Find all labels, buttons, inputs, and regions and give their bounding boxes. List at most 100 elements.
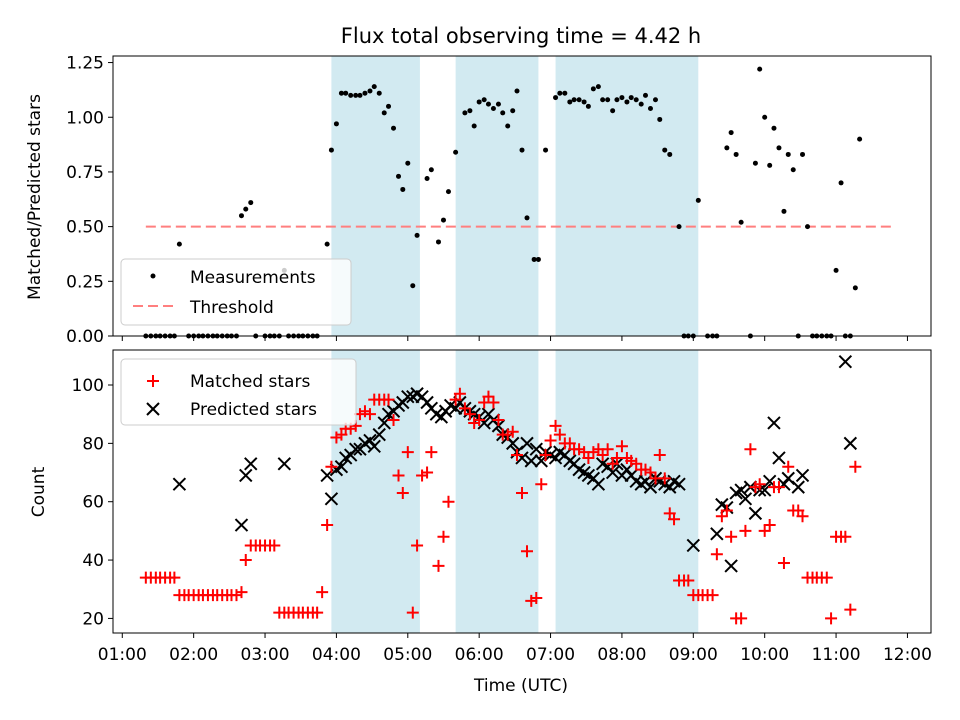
measurement-point [752, 160, 758, 166]
measurement-point [396, 173, 402, 179]
predicted-star-point [377, 416, 391, 430]
predicted-star-point [710, 527, 724, 541]
measurement-point [638, 101, 644, 107]
matched-star-point [511, 449, 524, 462]
x-tick-label: 12:00 [883, 645, 932, 665]
bottom-y-tick-label: 60 [82, 493, 104, 513]
measurement-point [453, 149, 459, 155]
measurement-point [676, 224, 682, 230]
matched-star-point [396, 486, 409, 499]
predicted-star-point [772, 451, 786, 465]
matched-star-point [311, 606, 324, 619]
matched-star-point [453, 387, 466, 400]
top-y-tick-label: 1.25 [66, 54, 104, 74]
top-shaded-regions [331, 56, 699, 336]
bottom-panel: 20 40 60 80 100 01:00 02:00 03:00 04:00 05:00 06:… [29, 349, 932, 696]
matched-star-point [530, 591, 543, 604]
x-tick-label: 01:00 [98, 645, 147, 665]
bottom-legend-frame [120, 358, 357, 426]
matched-star-point [442, 495, 455, 508]
measurement-point [562, 90, 568, 96]
measurement-point [428, 167, 434, 173]
matched-star-point [825, 612, 838, 625]
matched-star-point [772, 481, 785, 494]
matched-star-point [363, 408, 376, 421]
measurement-point [476, 99, 482, 105]
matched-star-point [601, 443, 614, 456]
measurement-point [662, 147, 668, 153]
measurement-point [324, 241, 330, 247]
measurement-point [852, 285, 858, 291]
measurement-point [445, 189, 451, 195]
matched-star-point [411, 539, 424, 552]
matched-star-point [487, 396, 500, 409]
matched-star-point [268, 539, 281, 552]
measurement-point [410, 283, 416, 289]
top-y-tick-label: 1.00 [66, 108, 104, 128]
bottom-shaded-regions [331, 350, 699, 633]
measurement-point [576, 97, 582, 103]
matched-star-point [744, 443, 757, 456]
measurements-series [143, 66, 863, 339]
x-tick-label: 04:00 [312, 645, 361, 665]
measurement-point [624, 99, 630, 105]
measurement-point [600, 97, 606, 103]
matched-star-point [820, 571, 833, 584]
measurement-point [424, 176, 430, 181]
matched-star-point [658, 472, 671, 485]
matched-star-point [668, 513, 681, 526]
measurement-point [633, 97, 639, 103]
measurement-point [348, 92, 354, 98]
predicted-star-point [239, 468, 253, 483]
predicted-star-point [734, 483, 748, 497]
legend-predicted-label: Predicted stars [190, 400, 317, 420]
predicted-star-point [524, 454, 538, 468]
predicted-star-point [738, 492, 753, 506]
measurement-point [667, 151, 673, 157]
measurement-point [553, 95, 559, 101]
matched-star-point [492, 414, 505, 427]
measurement-point [738, 219, 744, 225]
matched-star-point [682, 574, 695, 587]
measurement-point [838, 180, 844, 186]
measurement-point [362, 90, 368, 96]
x-tick-label: 11:00 [812, 645, 861, 665]
predicted-star-point [838, 354, 853, 369]
measurement-point [243, 206, 249, 212]
matched-star-point [406, 606, 419, 619]
measurement-point [238, 213, 244, 219]
measurement-point [485, 101, 491, 107]
measurement-point [647, 106, 653, 111]
measurement-point [733, 151, 739, 157]
measurement-point [724, 145, 730, 151]
matched-star-point [316, 586, 329, 599]
measurement-point [628, 95, 634, 101]
top-legend-frame [120, 258, 352, 326]
predicted-star-point [672, 477, 686, 491]
measurement-point [642, 92, 648, 98]
bottom-y-axis-label: Count [29, 466, 49, 517]
predicted-star-point [724, 559, 738, 573]
matched-star-point [473, 414, 486, 427]
measurement-point [510, 108, 516, 114]
measurement-point [595, 84, 601, 90]
x-tick-label: 07:00 [526, 645, 575, 665]
bottom-y-tick-label: 100 [72, 376, 104, 396]
matched-star-point [463, 408, 476, 421]
bottom-shaded-interval-3 [555, 350, 699, 633]
x-tick-label: 05:00 [383, 645, 432, 665]
measurement-point [519, 147, 525, 153]
measurement-point [338, 90, 344, 96]
matched-star-point [168, 571, 181, 584]
bottom-y-tick-label: 40 [82, 551, 104, 571]
top-shaded-interval-2 [455, 56, 539, 336]
measurement-point [581, 99, 587, 105]
measurement-point [435, 239, 441, 245]
predicted-star-point [348, 442, 363, 456]
predicted-star-point [367, 439, 381, 453]
measurement-point [610, 108, 616, 114]
measurement-point [467, 108, 473, 114]
top-shaded-interval-3 [555, 56, 699, 336]
legend-matched-marker [147, 375, 159, 387]
measurement-point [557, 90, 563, 96]
